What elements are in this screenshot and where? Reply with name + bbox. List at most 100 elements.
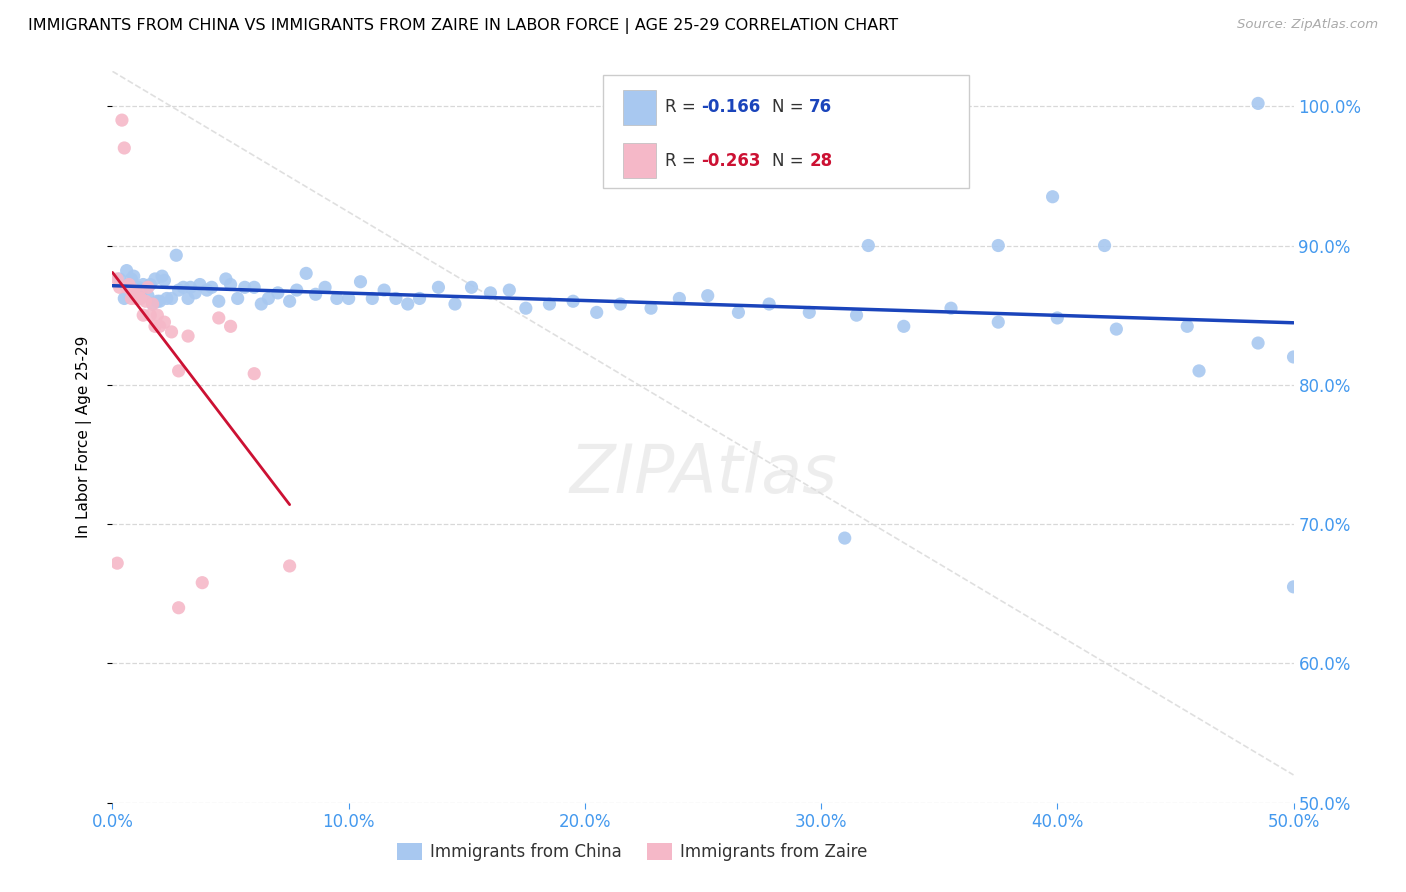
Point [149,294,172,309]
Point [326,292,349,306]
Point [1094,238,1116,252]
Point [111,113,134,128]
Point [115,263,138,277]
Point [1105,322,1128,336]
Point [115,280,138,294]
Point [108,280,131,294]
Text: R =: R = [665,152,702,169]
Point [132,277,155,292]
Point [337,292,360,306]
Point [167,364,190,378]
Text: N =: N = [772,98,808,116]
Point [160,292,183,306]
Point [135,294,157,309]
Point [515,301,537,316]
Point [167,283,190,297]
Point [142,297,165,311]
Point [153,273,176,287]
Text: ZIPAtlas: ZIPAtlas [569,441,837,507]
Point [146,294,169,309]
Point [177,292,200,306]
Point [668,292,690,306]
Point [396,297,419,311]
Point [250,297,273,311]
Point [215,272,238,286]
Point [1175,319,1198,334]
Point [987,315,1010,329]
Point [143,319,166,334]
Point [165,248,187,262]
Point [118,280,141,294]
Text: -0.263: -0.263 [700,152,761,169]
Point [233,280,256,294]
Point [177,329,200,343]
Point [105,556,128,570]
Point [609,297,631,311]
Point [278,294,301,309]
Point [858,238,880,252]
Point [585,305,607,319]
Point [893,319,915,334]
Point [112,292,135,306]
Text: -0.166: -0.166 [700,98,759,116]
Point [1042,190,1064,204]
Point [125,292,148,306]
Point [122,283,145,297]
Point [118,277,141,292]
Text: N =: N = [772,152,808,169]
Point [479,285,502,300]
Text: IMMIGRANTS FROM CHINA VS IMMIGRANTS FROM ZAIRE IN LABOR FORCE | AGE 25-29 CORREL: IMMIGRANTS FROM CHINA VS IMMIGRANTS FROM… [28,18,898,34]
Point [939,301,962,316]
Point [146,308,169,322]
Point [150,269,173,284]
Point [845,308,868,322]
Legend: Immigrants from China, Immigrants from Zaire: Immigrants from China, Immigrants from Z… [389,836,875,868]
Point [828,144,851,158]
Text: R =: R = [665,98,702,116]
Point [167,600,190,615]
Point [1282,350,1305,364]
Y-axis label: In Labor Force | Age 25-29: In Labor Force | Age 25-29 [76,336,91,538]
Point [314,280,336,294]
FancyBboxPatch shape [623,143,655,178]
Point [1188,364,1211,378]
Point [257,292,280,306]
Point [156,292,179,306]
Point [201,280,224,294]
Point [219,319,242,334]
Point [243,367,266,381]
Point [142,297,165,311]
Point [139,277,162,292]
Point [153,315,176,329]
Point [385,292,408,306]
Point [125,288,148,302]
Point [349,275,371,289]
Point [758,297,780,311]
FancyBboxPatch shape [623,90,655,125]
Point [278,558,301,573]
Point [105,272,128,286]
Point [188,277,211,292]
Point [295,266,318,280]
Point [267,285,290,300]
Point [799,305,821,319]
Point [219,277,242,292]
Point [136,280,159,294]
Point [226,292,249,306]
Point [172,280,194,294]
Point [1046,310,1069,325]
Point [208,294,231,309]
Point [127,280,149,294]
Point [562,294,585,309]
Point [361,292,384,306]
Point [498,283,520,297]
Point [208,310,231,325]
Point [179,280,201,294]
Point [538,297,561,311]
Point [112,141,135,155]
Point [136,288,159,302]
Point [427,280,450,294]
Point [127,285,149,300]
Point [373,283,395,297]
Point [139,308,162,322]
